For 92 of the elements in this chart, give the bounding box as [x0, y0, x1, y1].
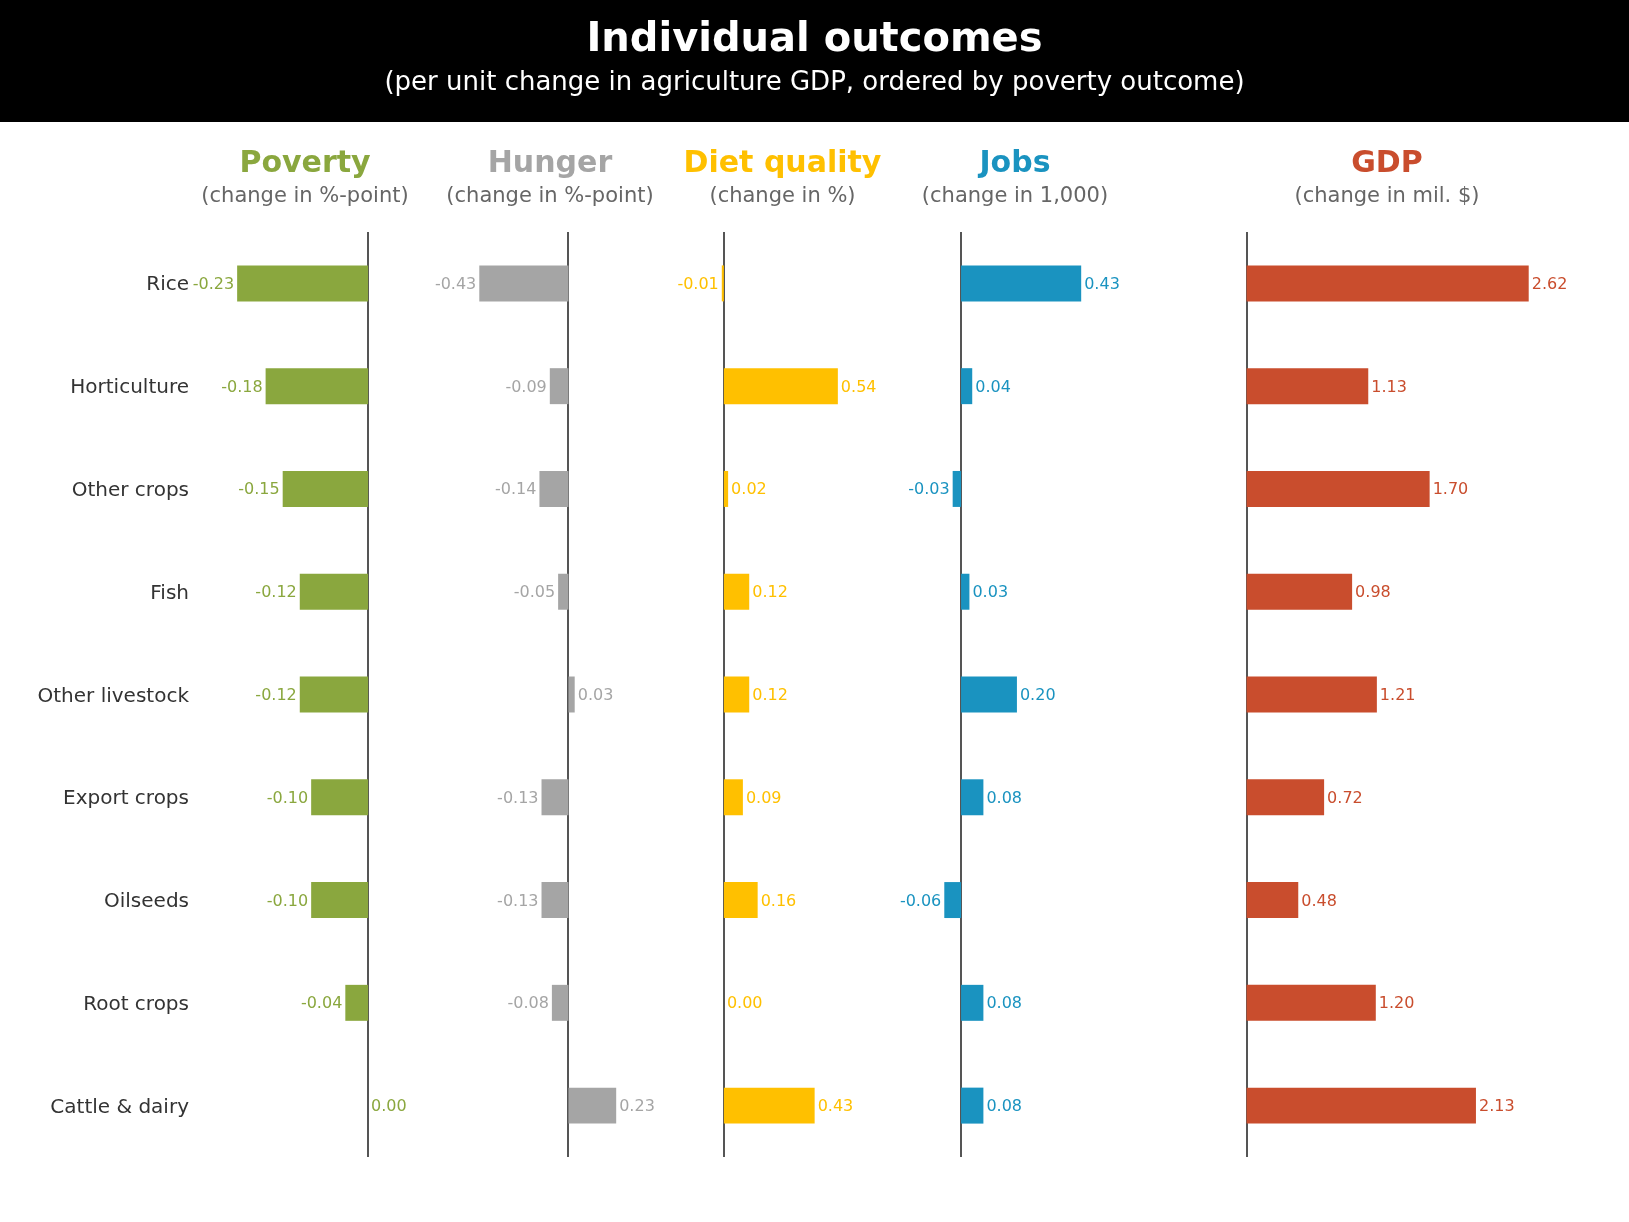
data-label: -0.03: [908, 479, 950, 499]
chart-title: GDP: [1350, 144, 1424, 179]
bar: [723, 368, 838, 405]
data-label: 1.20: [1378, 993, 1415, 1013]
data-label: 0.43: [1084, 273, 1120, 293]
chart-title: Hunger: [486, 144, 614, 179]
data-label: 0.20: [1019, 685, 1056, 704]
y-tick-label: Export crops: [63, 785, 189, 810]
bar: [961, 265, 1082, 302]
data-label: -0.08: [507, 993, 549, 1013]
y-tick-label: Fish: [150, 579, 189, 604]
bar: [1246, 470, 1430, 507]
y-tick-label: Horticulture: [70, 374, 189, 399]
data-label: 0.08: [986, 993, 1023, 1013]
data-label: -0.13: [497, 890, 539, 910]
data-label: -0.09: [505, 376, 547, 396]
y-tick-label: Root crops: [83, 990, 189, 1015]
bar: [961, 779, 984, 816]
chart-subtitle: (change in mil. $): [1293, 183, 1481, 207]
bar: [961, 368, 973, 405]
chart-title: Jobs: [976, 144, 1052, 179]
data-label: -0.05: [513, 582, 556, 602]
bar: [1246, 1087, 1476, 1124]
data-label: 0.00: [726, 993, 763, 1013]
data-label: 0.43: [817, 1096, 854, 1116]
data-label: 2.62: [1531, 273, 1568, 293]
bar: [721, 265, 724, 302]
data-label: 0.00: [371, 1096, 407, 1116]
data-label: 1.13: [1371, 376, 1407, 396]
bar: [1246, 368, 1369, 405]
chart-title: Diet quality: [682, 144, 883, 179]
bar: [723, 1087, 815, 1124]
data-label: 0.03: [577, 685, 614, 704]
data-label: 0.08: [986, 787, 1023, 807]
chart-title: Poverty: [238, 144, 372, 179]
y-tick-label: Oilseeds: [104, 888, 189, 913]
data-label: 0.02: [731, 479, 767, 499]
data-label: -0.13: [497, 787, 539, 807]
data-label: 0.04: [975, 376, 1011, 396]
data-label: -0.10: [266, 890, 309, 910]
y-tick-label: Other crops: [71, 476, 189, 501]
data-label: -0.23: [192, 273, 235, 293]
data-label: 1.70: [1432, 479, 1469, 499]
bar: [961, 1087, 984, 1124]
data-label: 0.03: [972, 582, 1009, 602]
data-label: -0.15: [238, 479, 280, 499]
y-tick-label: Rice: [146, 271, 189, 296]
data-label: 0.48: [1301, 890, 1337, 910]
data-label: -0.18: [221, 376, 263, 396]
bar: [1246, 676, 1377, 713]
data-label: 0.08: [986, 1096, 1023, 1116]
text: (per unit change in agriculture GDP, ordered by poverty outcome): [383, 66, 1246, 96]
bar: [723, 882, 758, 919]
bar: [961, 676, 1017, 713]
bar: [723, 573, 750, 610]
bar: [1246, 265, 1529, 302]
data-label: 0.72: [1327, 787, 1363, 807]
bar: [1246, 573, 1353, 610]
bar: [944, 882, 962, 919]
data-label: -0.01: [677, 273, 719, 293]
bar: [952, 470, 962, 507]
bar: [723, 676, 750, 713]
y-tick-label: Cattle & dairy: [50, 1093, 190, 1118]
data-label: -0.06: [899, 890, 942, 910]
data-label: -0.12: [255, 582, 297, 602]
data-label: -0.12: [255, 685, 297, 704]
data-label: 0.98: [1355, 582, 1391, 602]
chart-subtitle: (change in 1,000): [920, 183, 1110, 207]
data-label: 0.09: [745, 787, 782, 807]
data-label: -0.14: [495, 479, 537, 499]
data-label: 0.12: [752, 685, 788, 704]
chart-subtitle: (change in %-point): [445, 183, 655, 207]
bar: [961, 573, 970, 610]
data-label: 2.13: [1478, 1096, 1515, 1116]
data-label: -0.10: [266, 787, 309, 807]
bar: [961, 984, 984, 1021]
data-label: 0.12: [752, 582, 788, 602]
y-tick-label: Other livestock: [37, 682, 190, 707]
bar: [1246, 984, 1376, 1021]
data-label: -0.43: [434, 273, 477, 293]
chart-subtitle: (change in %-point): [200, 183, 410, 207]
chart-subtitle: (change in %): [708, 183, 857, 207]
bar: [1246, 882, 1299, 919]
data-label: 1.21: [1379, 685, 1416, 704]
bar: [1246, 779, 1325, 816]
data-label: 0.23: [619, 1096, 655, 1116]
data-label: -0.04: [300, 993, 343, 1013]
text: Individual outcomes: [585, 14, 1044, 60]
bar: [723, 779, 743, 816]
bar: [723, 470, 729, 507]
data-label: 0.54: [840, 376, 877, 396]
data-label: 0.16: [760, 890, 797, 910]
